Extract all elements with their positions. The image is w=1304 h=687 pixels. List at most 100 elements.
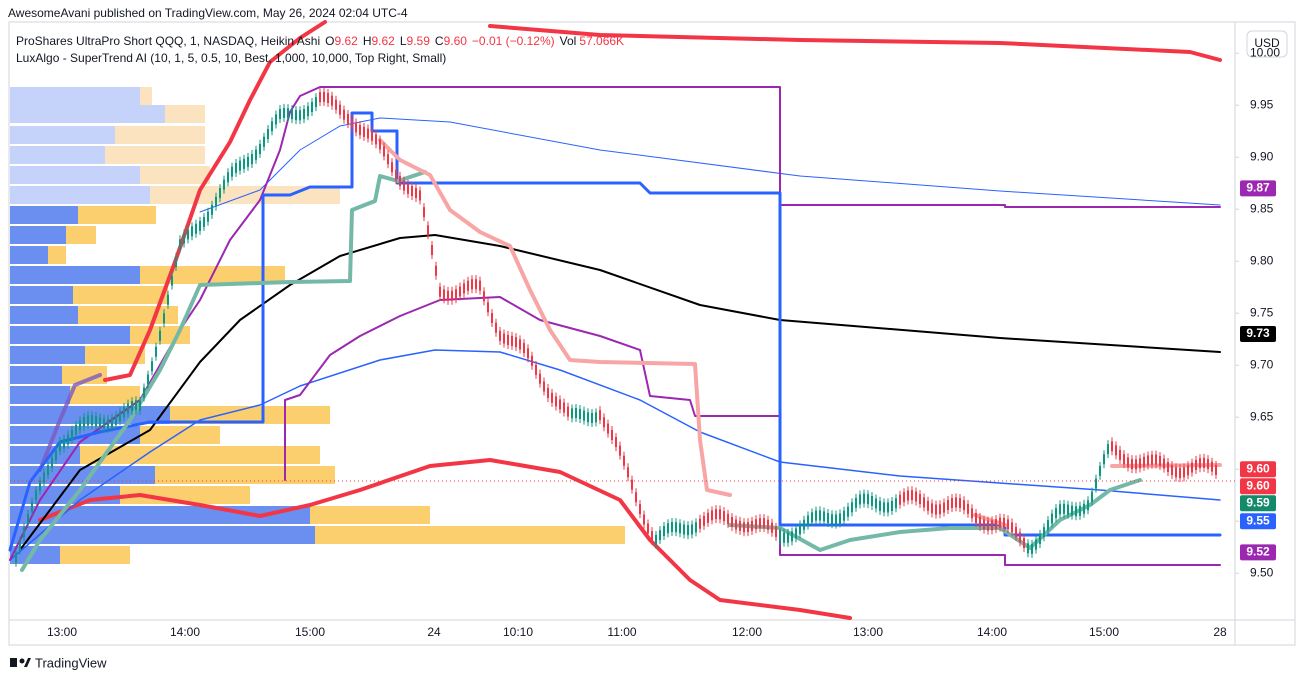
basis-line: [19, 234, 1221, 551]
candle-body: [603, 417, 605, 428]
currency[interactable]: USD: [1254, 36, 1280, 50]
profile-bar: [10, 306, 78, 324]
candle-body: [1051, 513, 1053, 524]
candle-body: [899, 494, 901, 505]
candle-body: [1115, 445, 1117, 456]
candle-body: [907, 490, 909, 501]
candle-body: [1159, 455, 1161, 466]
candle-body: [75, 424, 77, 435]
candle-body: [507, 334, 509, 345]
candle-body: [995, 519, 997, 530]
profile-bar: [10, 226, 66, 244]
candle-body: [543, 381, 545, 392]
candle-body: [83, 417, 85, 428]
candle-body: [527, 348, 529, 359]
candle-body: [799, 524, 801, 535]
candle-body: [1199, 458, 1201, 469]
candle-body: [335, 99, 337, 110]
candle-body: [99, 417, 101, 428]
candle-body: [515, 337, 517, 348]
price-tag: [1240, 495, 1276, 512]
candle-body: [503, 333, 505, 344]
profile-bar: [10, 186, 150, 204]
candle-body: [679, 523, 681, 534]
candle-body: [239, 160, 241, 171]
candle-body: [483, 291, 485, 302]
candle-body: [499, 330, 501, 341]
candle-body: [1123, 454, 1125, 465]
x-tick-label: 12:00: [732, 625, 762, 639]
candle-body: [1143, 456, 1145, 467]
candle-body: [199, 220, 201, 231]
candle-body: [615, 437, 617, 448]
candle-body: [583, 410, 585, 421]
candle-body: [1215, 464, 1217, 475]
candle-body: [91, 415, 93, 426]
candle-body: [283, 107, 285, 118]
y-tick-label: 9.80: [1250, 253, 1274, 267]
candle-body: [787, 532, 789, 543]
candle-body: [1127, 457, 1129, 468]
price-tag: [1240, 326, 1276, 342]
candle-body: [411, 186, 413, 197]
symbol: ProShares UltraPro Short QQQ, 1, NASDAQ,…: [16, 34, 320, 48]
candle-body: [231, 166, 233, 177]
upper-band: [103, 20, 327, 382]
candle-body: [43, 472, 45, 483]
candle-body: [955, 497, 957, 508]
ohlc-value: 9.59: [407, 34, 431, 48]
candle-body: [55, 450, 57, 461]
candle-body: [19, 540, 21, 551]
candle-body: [979, 516, 981, 527]
candle-body: [755, 519, 757, 530]
candle-body: [991, 520, 993, 531]
candle-body: [215, 196, 217, 207]
currency-button[interactable]: [1246, 30, 1288, 58]
candle-body: [423, 207, 425, 218]
profile-bar: [105, 146, 205, 164]
candle-body: [535, 364, 537, 375]
candle-body: [275, 114, 277, 125]
candle-body: [203, 217, 205, 228]
candle-body: [471, 279, 473, 290]
candle-body: [1019, 532, 1021, 543]
candle-body: [875, 498, 877, 509]
candle-body: [951, 498, 953, 509]
candle-body: [351, 118, 353, 129]
y-tick-label: 9.85: [1250, 201, 1274, 215]
profile-bar: [140, 87, 152, 105]
candle-body: [827, 512, 829, 523]
candle-body: [923, 497, 925, 508]
x-tick-label: 15:00: [295, 625, 325, 639]
candle-body: [155, 346, 157, 357]
candle-body: [323, 91, 325, 102]
candle-body: [963, 500, 965, 511]
candle-body: [623, 455, 625, 466]
candle-body: [751, 520, 753, 531]
candle-body: [659, 530, 661, 541]
candle-body: [1031, 543, 1033, 554]
candle-body: [1015, 526, 1017, 537]
candle-body: [491, 313, 493, 324]
candle-body: [263, 136, 265, 147]
lower-band-alt: [38, 373, 102, 472]
candle-body: [463, 283, 465, 294]
candle-body: [435, 265, 437, 276]
candle-body: [287, 108, 289, 119]
candle-body: [1007, 519, 1009, 530]
profile-bar: [62, 366, 107, 384]
profile-bar: [165, 105, 205, 123]
profile-bar: [10, 546, 60, 564]
candle-body: [355, 122, 357, 133]
candle-body: [171, 275, 173, 286]
candle-body: [23, 527, 25, 538]
candle-body: [699, 518, 701, 529]
candle-body: [983, 519, 985, 530]
candle-body: [415, 187, 417, 198]
candle-body: [1131, 459, 1133, 470]
candle-body: [1187, 465, 1189, 476]
candle-body: [911, 490, 913, 501]
candle-body: [235, 163, 237, 174]
price-tag: [1240, 180, 1276, 197]
candle-body: [711, 510, 713, 521]
